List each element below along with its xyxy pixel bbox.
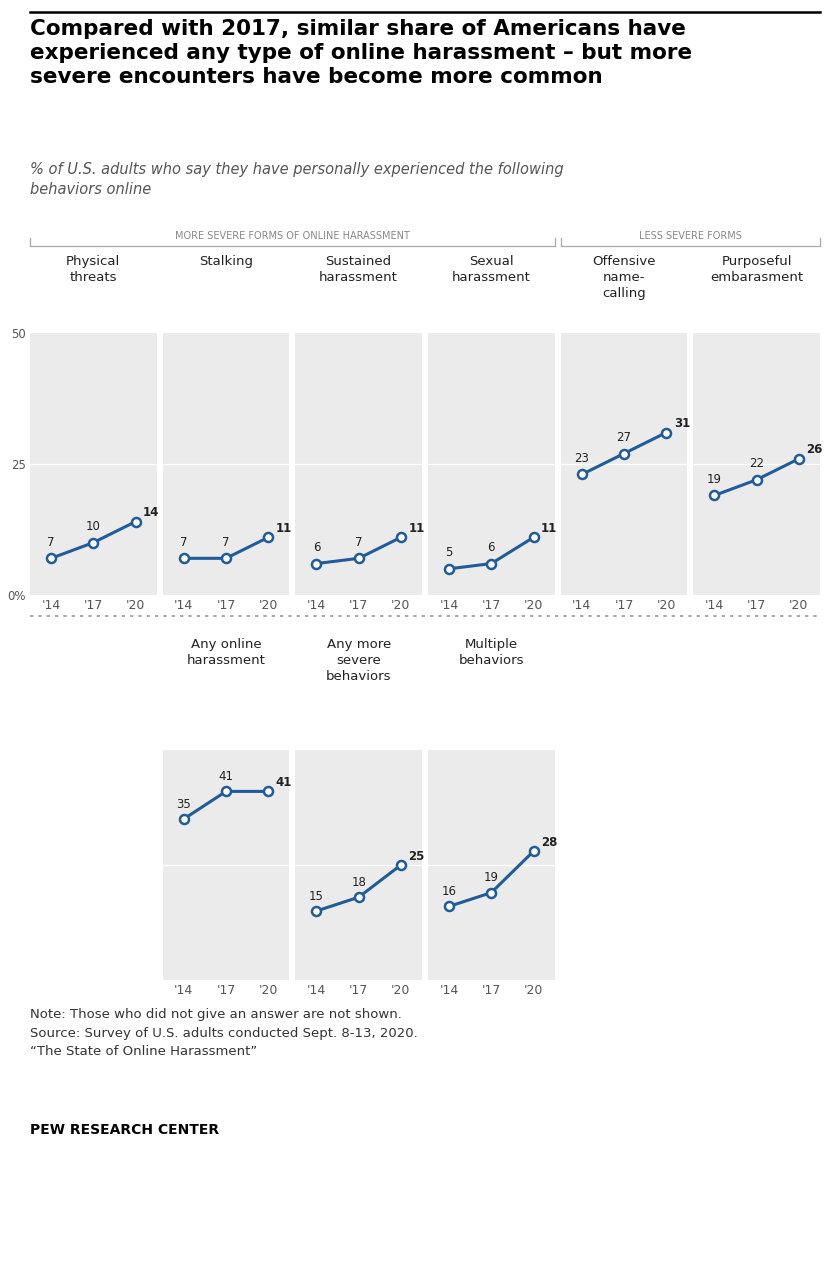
Text: 28: 28: [541, 836, 558, 849]
Text: Purposeful
embarasment: Purposeful embarasment: [710, 255, 803, 284]
Text: 19: 19: [484, 872, 499, 885]
Text: Multiple
behaviors: Multiple behaviors: [459, 638, 524, 667]
Text: LESS SEVERE FORMS: LESS SEVERE FORMS: [639, 231, 742, 242]
Text: Physical
threats: Physical threats: [66, 255, 120, 284]
Text: Sexual
harassment: Sexual harassment: [452, 255, 531, 284]
Text: 25: 25: [408, 850, 425, 863]
Text: Any more
severe
behaviors: Any more severe behaviors: [326, 638, 391, 683]
Text: 22: 22: [749, 458, 764, 471]
Text: 41: 41: [276, 775, 292, 790]
Text: 6: 6: [487, 541, 495, 554]
Text: 7: 7: [180, 536, 187, 549]
Text: 16: 16: [442, 885, 457, 898]
Text: 19: 19: [707, 473, 722, 486]
Text: Sustained
harassment: Sustained harassment: [319, 255, 398, 284]
Text: 26: 26: [806, 444, 823, 457]
Text: 11: 11: [276, 522, 292, 535]
Text: 15: 15: [309, 890, 324, 903]
Text: Compared with 2017, similar share of Americans have
experienced any type of onli: Compared with 2017, similar share of Ame…: [30, 19, 692, 87]
Text: 10: 10: [86, 520, 101, 534]
Text: Stalking: Stalking: [199, 255, 253, 267]
Text: 35: 35: [176, 797, 192, 810]
Text: 5: 5: [445, 547, 453, 559]
Text: 7: 7: [223, 536, 230, 549]
Text: 23: 23: [575, 453, 589, 466]
Text: 6: 6: [312, 541, 320, 554]
Text: 31: 31: [674, 417, 690, 430]
Text: 11: 11: [408, 522, 425, 535]
Text: 27: 27: [617, 431, 632, 444]
Text: Note: Those who did not give an answer are not shown.
Source: Survey of U.S. adu: Note: Those who did not give an answer a…: [30, 1008, 417, 1058]
Text: 7: 7: [355, 536, 362, 549]
Text: 11: 11: [541, 522, 558, 535]
Text: 7: 7: [47, 536, 55, 549]
Text: MORE SEVERE FORMS OF ONLINE HARASSMENT: MORE SEVERE FORMS OF ONLINE HARASSMENT: [175, 231, 410, 242]
Text: Offensive
name-
calling: Offensive name- calling: [592, 255, 656, 300]
Text: 18: 18: [351, 876, 366, 889]
Text: % of U.S. adults who say they have personally experienced the following
behavior: % of U.S. adults who say they have perso…: [30, 162, 564, 197]
Text: 14: 14: [143, 505, 160, 520]
Text: Any online
harassment: Any online harassment: [186, 638, 265, 667]
Text: PEW RESEARCH CENTER: PEW RESEARCH CENTER: [30, 1123, 219, 1137]
Text: 41: 41: [218, 770, 234, 783]
